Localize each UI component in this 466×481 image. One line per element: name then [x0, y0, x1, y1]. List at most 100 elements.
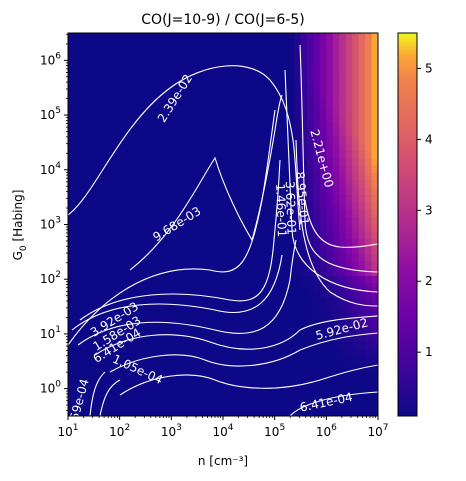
heatmap-cell — [145, 69, 153, 78]
heatmap-cell — [184, 180, 192, 189]
heatmap-cell — [255, 84, 263, 93]
x-tick-label: 106 — [316, 423, 337, 439]
heatmap-cell — [139, 334, 147, 343]
heatmap-cell — [365, 268, 373, 277]
heatmap-cell — [93, 357, 101, 366]
heatmap-cell — [306, 91, 315, 100]
heatmap-cell — [313, 342, 321, 351]
heatmap-cell — [255, 379, 263, 388]
heatmap-cell — [93, 224, 101, 233]
heatmap-cell — [126, 165, 134, 174]
heatmap-cell — [306, 158, 315, 167]
heatmap-cell — [158, 187, 166, 196]
heatmap-cell — [151, 386, 160, 395]
heatmap-cell — [164, 401, 172, 410]
heatmap-cell — [242, 33, 250, 41]
heatmap-cell — [132, 224, 140, 233]
heatmap-cell — [339, 158, 347, 167]
heatmap-cell — [300, 261, 308, 270]
heatmap-cell — [210, 298, 218, 307]
heatmap-cell — [126, 239, 134, 248]
colorbar — [397, 32, 418, 417]
heatmap-cell — [139, 357, 147, 366]
heatmap-cell — [210, 253, 218, 262]
heatmap-cell — [235, 268, 243, 277]
heatmap-cell — [184, 246, 192, 255]
heatmap-cell — [248, 172, 256, 181]
heatmap-cell — [294, 268, 302, 277]
heatmap-cell — [184, 91, 192, 100]
heatmap-cell — [242, 386, 250, 395]
heatmap-cell — [126, 106, 134, 115]
heatmap-cell — [164, 209, 172, 218]
heatmap-cell — [184, 364, 192, 373]
heatmap-cell — [87, 62, 95, 71]
heatmap-cell — [171, 62, 179, 71]
heatmap-cell — [261, 99, 269, 108]
heatmap-cell — [145, 408, 153, 416]
heatmap-cell — [358, 253, 366, 262]
heatmap-cell — [171, 121, 179, 130]
heatmap-cell — [87, 217, 95, 226]
heatmap-cell — [339, 253, 347, 262]
heatmap-cell — [300, 312, 308, 321]
heatmap-cell — [171, 69, 179, 78]
heatmap-cell — [184, 393, 192, 402]
heatmap-cell — [306, 106, 315, 115]
heatmap-cell — [339, 91, 347, 100]
heatmap-cell — [106, 239, 114, 248]
heatmap-cell — [68, 401, 76, 410]
heatmap-cell — [255, 305, 263, 314]
heatmap-cell — [210, 202, 218, 211]
heatmap-cell — [145, 77, 153, 86]
heatmap-cell — [139, 231, 147, 240]
heatmap-cell — [345, 401, 353, 410]
heatmap-cell — [332, 349, 340, 358]
heatmap-cell — [93, 202, 101, 211]
heatmap-cell — [164, 224, 172, 233]
heatmap-cell — [113, 224, 121, 233]
heatmap-cell — [158, 99, 166, 108]
heatmap-cell — [332, 327, 340, 336]
heatmap-cell — [210, 334, 218, 343]
heatmap-cell — [93, 261, 101, 270]
heatmap-cell — [248, 239, 256, 248]
heatmap-cell — [248, 69, 256, 78]
heatmap-cell — [287, 40, 295, 49]
heatmap-cell — [300, 342, 308, 351]
heatmap-cell — [106, 349, 114, 358]
heatmap-cell — [126, 91, 134, 100]
heatmap-cell — [371, 217, 378, 226]
heatmap-cell — [197, 320, 205, 329]
heatmap-cell — [113, 114, 121, 122]
heatmap-cell — [306, 349, 315, 358]
heatmap-cell — [93, 136, 101, 145]
heatmap-cell — [80, 202, 88, 211]
heatmap-cell — [171, 143, 179, 152]
heatmap-cell — [326, 106, 334, 115]
heatmap-cell — [242, 195, 250, 204]
heatmap-cell — [319, 158, 327, 167]
heatmap-cell — [242, 136, 250, 145]
heatmap-cell — [164, 231, 172, 240]
heatmap-cell — [210, 217, 218, 226]
heatmap-cell — [306, 128, 315, 137]
heatmap-cell — [319, 128, 327, 137]
heatmap-cell — [268, 217, 276, 226]
heatmap-cell — [197, 121, 205, 130]
heatmap-cell — [177, 33, 185, 41]
heatmap-cell — [145, 47, 153, 56]
heatmap-cell — [216, 33, 224, 41]
heatmap-cell — [332, 62, 340, 71]
heatmap-cell — [74, 334, 82, 343]
heatmap-cell — [190, 47, 198, 56]
heatmap-cell — [119, 290, 127, 299]
heatmap-cell — [100, 158, 108, 167]
heatmap-cell — [164, 217, 172, 226]
heatmap-cell — [158, 312, 166, 321]
heatmap-cell — [313, 180, 321, 189]
x-tick-label: 102 — [109, 423, 130, 439]
heatmap-cell — [132, 268, 140, 277]
heatmap-cell — [106, 379, 114, 388]
heatmap-cell — [326, 379, 334, 388]
